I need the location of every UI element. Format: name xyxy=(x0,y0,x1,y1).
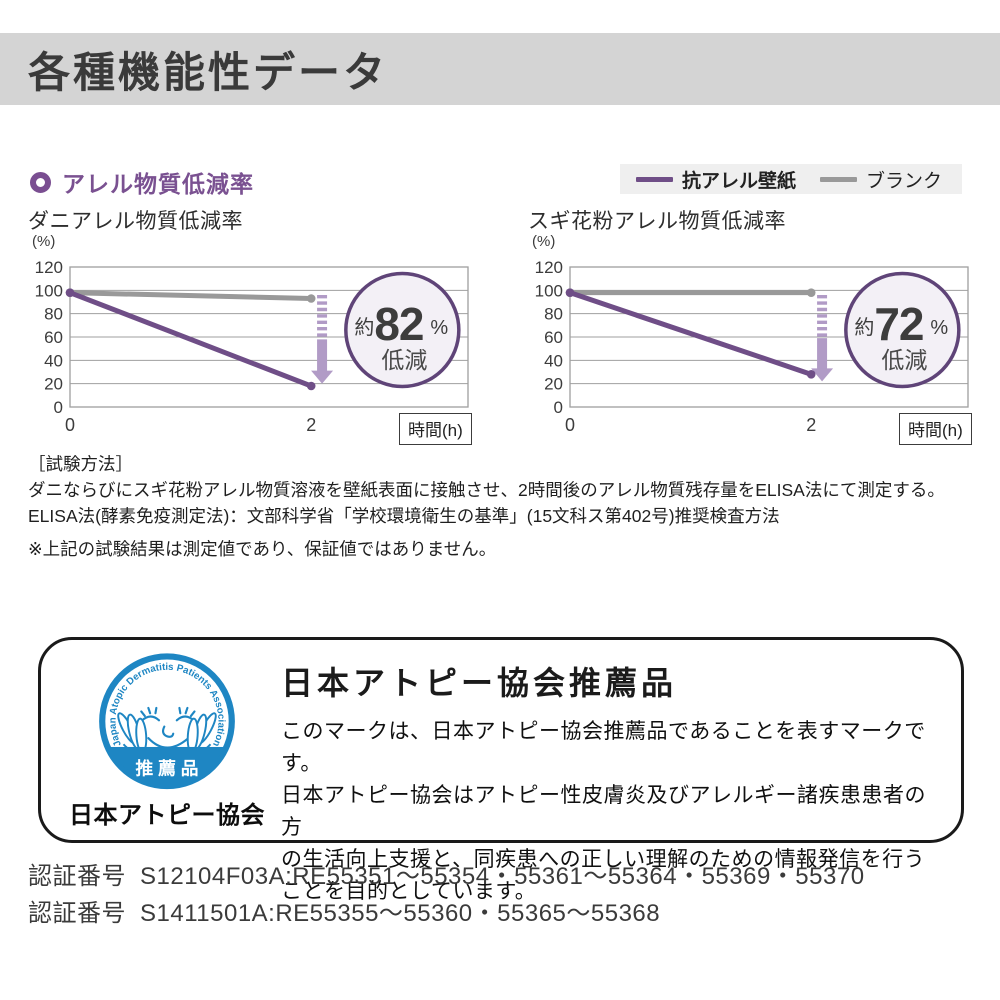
x-tick-label: 0 xyxy=(65,415,75,435)
section-bullet-icon xyxy=(30,171,51,193)
y-tick-label: 80 xyxy=(544,305,563,324)
data-point xyxy=(65,288,75,297)
badge-suffix-label: 低減 xyxy=(381,347,427,373)
logo-band-label: 推 薦 品 xyxy=(135,757,198,778)
test-method-line2: ELISA法(酵素免疫測定法)：文部科学省「学校環境衛生の基準」(15文科ス第4… xyxy=(28,506,780,526)
cert-number-label: 認証番号 xyxy=(28,900,126,927)
x-axis-unit-box: 時間(h) xyxy=(899,413,972,445)
certification-body-line: ことを目的としています。 xyxy=(281,880,537,903)
y-tick-label: 0 xyxy=(554,398,563,417)
y-tick-label: 120 xyxy=(35,258,63,277)
legend-label-blank: ブランク xyxy=(866,170,943,192)
y-axis-unit-label: (%) xyxy=(32,233,56,250)
arrow-head-icon xyxy=(811,368,834,382)
logo-caption: 日本アトピー協会 xyxy=(69,802,265,829)
association-logo-column: 推 薦 品 Japan Atopic Dermatitis Patients A… xyxy=(63,652,271,830)
y-tick-label: 100 xyxy=(535,281,563,300)
x-axis-unit-box: 時間(h) xyxy=(399,413,472,445)
certification-body-line: の生活向上支援と、同疾患への正しい理解のための情報発信を行う xyxy=(281,848,926,871)
badge-unit: % xyxy=(930,317,948,339)
page-title: 各種機能性データ xyxy=(28,48,389,96)
y-tick-label: 20 xyxy=(44,375,63,394)
certification-box: 推 薦 品 Japan Atopic Dermatitis Patients A… xyxy=(38,637,964,903)
x-tick-label: 0 xyxy=(565,415,575,435)
series-line xyxy=(67,290,314,389)
badge-suffix-label: 低減 xyxy=(881,347,927,373)
cert-number-row: 認証番号 S1411501A:RE55355～55360・55365～55368 xyxy=(28,895,865,932)
legend-swatch-blank xyxy=(820,176,858,182)
badge-approx-label: 約 xyxy=(354,316,374,339)
legend-swatch-antiallergen xyxy=(636,176,673,182)
chart-title: スギ花粉アレル物質低減率 xyxy=(528,210,786,233)
cert-number-label: 認証番号 xyxy=(28,863,126,890)
certification-body-line: 日本アトピー協会はアトピー性皮膚炎及びアレルギー諸疾患患者の方 xyxy=(281,784,926,839)
cert-number-value: S12104F03A:RE55351～55354・55361～55364・553… xyxy=(140,863,865,890)
y-tick-label: 100 xyxy=(35,281,63,300)
certification-numbers: 認証番号 S12104F03A:RE55351～55354・55361～55364… xyxy=(28,858,865,932)
data-point xyxy=(806,370,816,379)
data-point xyxy=(565,288,575,297)
data-point xyxy=(306,294,316,303)
plot-border xyxy=(569,266,969,408)
test-method-disclaimer: ※上記の試験結果は測定値であり、保証値ではありません。 xyxy=(28,539,497,559)
section-header: アレル物質低減率 xyxy=(30,167,254,197)
plot-border xyxy=(69,266,469,408)
test-method-notes: ［試験方法］ ダニならびにスギ花粉アレル物質溶液を壁紙表面に接触させ、2時間後の… xyxy=(28,451,945,562)
y-tick-label: 40 xyxy=(44,351,63,370)
badge-approx-label: 約 xyxy=(854,316,874,339)
y-tick-label: 0 xyxy=(54,398,63,417)
arrow-head-icon xyxy=(311,370,334,384)
data-point xyxy=(306,381,316,391)
y-tick-label: 20 xyxy=(544,375,563,394)
logo-hands-icon xyxy=(117,712,217,754)
chart-dust-mite-allergen: ダニアレル物質低減率 (%) 0 20 40 60 80 100 120 0 2 約 82% 低減 時… xyxy=(28,205,498,445)
reduction-badge xyxy=(344,271,461,389)
chart-plot: 0 20 40 60 80 100 120 0 2 約 82 %低減 xyxy=(35,258,469,435)
badge-unit: % xyxy=(430,317,448,339)
y-tick-label: 60 xyxy=(544,328,563,347)
y-axis-unit-label: (%) xyxy=(532,233,556,250)
reduction-badge xyxy=(844,271,961,389)
test-method-line1: ダニならびにスギ花粉アレル物質溶液を壁紙表面に接触させ、2時間後のアレル物質残存… xyxy=(28,480,945,500)
y-tick-label: 80 xyxy=(44,305,63,324)
cert-number-row: 認証番号 S12104F03A:RE55351～55354・55361～55364… xyxy=(28,858,865,895)
badge-value: 72 xyxy=(874,298,923,350)
data-point xyxy=(806,288,816,297)
y-tick-label: 120 xyxy=(535,258,563,277)
x-tick-label: 2 xyxy=(306,415,316,435)
y-tick-label: 60 xyxy=(44,328,63,347)
series-line xyxy=(567,290,814,377)
series-line xyxy=(67,290,314,301)
section-title: アレル物質低減率 xyxy=(62,171,254,197)
header-bar: 各種機能性データ xyxy=(0,33,1000,105)
chart-legend: 抗アレル壁紙 ブランク xyxy=(620,164,962,194)
x-tick-label: 2 xyxy=(806,415,816,435)
test-method-heading: ［試験方法］ xyxy=(28,454,133,474)
chart-cedar-pollen-allergen: スギ花粉アレル物質低減率 (%) 0 20 40 60 80 100 120 0 2 約 72% 低減… xyxy=(528,205,998,445)
chart-title: ダニアレル物質低減率 xyxy=(28,210,243,233)
certification-heading: 日本アトピー協会推薦品 xyxy=(281,665,678,701)
y-tick-label: 40 xyxy=(544,351,563,370)
cert-number-value: S1411501A:RE55355～55360・55365～55368 xyxy=(140,900,661,927)
chart-plot: 0 20 40 60 80 100 120 0 2 約 72 %低減 xyxy=(535,258,969,435)
certification-body-line: このマークは、日本アトピー協会推薦品であることを表すマークです。 xyxy=(281,720,926,775)
certification-text-column: 日本アトピー協会推薦品 このマークは、日本アトピー協会推薦品であることを表すマー… xyxy=(271,652,937,903)
legend-label-antiallergen: 抗アレル壁紙 xyxy=(682,170,797,192)
association-logo: 推 薦 品 Japan Atopic Dermatitis Patients A… xyxy=(99,653,235,790)
badge-value: 82 xyxy=(374,298,423,350)
